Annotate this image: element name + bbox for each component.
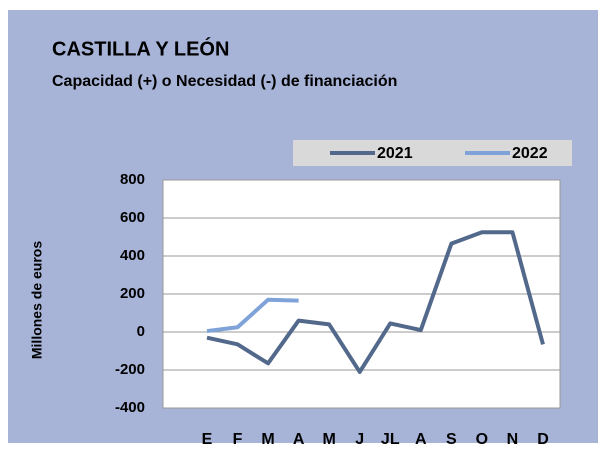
x-tick-label: N [507, 431, 519, 448]
x-tick-label: JL [381, 431, 400, 448]
y-tick-label: -400 [115, 399, 145, 416]
x-tick-label: S [446, 431, 457, 448]
y-tick-label: 800 [120, 171, 145, 188]
y-tick-label: 0 [137, 323, 145, 340]
y-tick-label: 200 [120, 285, 145, 302]
x-tick-label: A [415, 431, 427, 448]
x-tick-label: E [202, 431, 213, 448]
y-tick-label: 600 [120, 209, 145, 226]
x-tick-label: F [233, 431, 243, 448]
legend-label: 2022 [512, 145, 548, 162]
y-tick-label: 400 [120, 247, 145, 264]
y-tick-label: -200 [115, 361, 145, 378]
x-tick-label: A [293, 431, 305, 448]
x-tick-label: D [537, 431, 549, 448]
legend-label: 2021 [377, 145, 413, 162]
chart-title: CASTILLA Y LEÓN [52, 36, 229, 60]
x-tick-label: O [476, 431, 488, 448]
x-tick-label: M [323, 431, 336, 448]
series-line [206, 230, 545, 374]
series-line [206, 297, 299, 334]
x-tick-label: J [355, 431, 364, 448]
y-axis-label: Millones de euros [29, 241, 45, 359]
chart-subtitle: Capacidad (+) o Necesidad (-) de financi… [52, 73, 397, 90]
x-tick-label: M [261, 431, 274, 448]
